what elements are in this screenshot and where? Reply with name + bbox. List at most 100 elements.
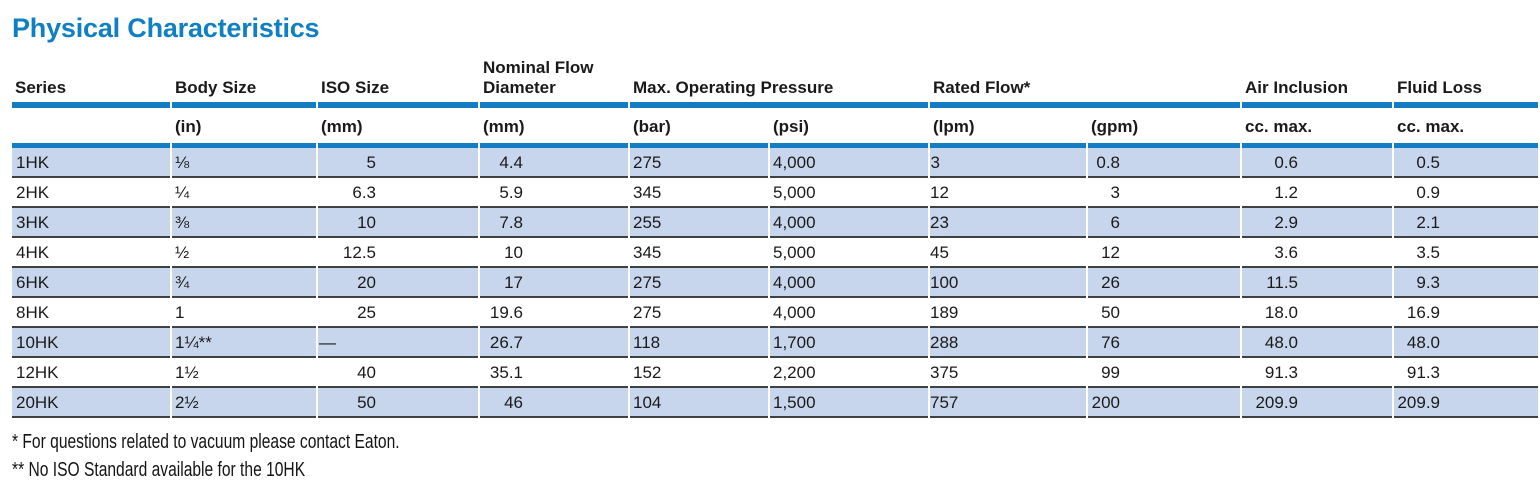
unit-header: (lpm) <box>930 108 1086 148</box>
cell: 10 <box>318 208 478 238</box>
table-row: 10HK 1¼** —26.7 118 1,700 288 76 48.0 48.0 <box>12 328 1539 358</box>
cell: 3 <box>1088 178 1241 208</box>
cell: 25 <box>318 298 478 328</box>
footnotes: * For questions related to vacuum please… <box>12 428 1540 484</box>
cell: 35.1 <box>480 358 628 388</box>
cell: 200 <box>1088 388 1241 418</box>
cell: 2½ <box>172 388 316 418</box>
cell: 2,200 <box>770 358 928 388</box>
table-row: 20HK 2½ 50 46 104 1,500 757 200 209.9 209.9 <box>12 388 1539 418</box>
cell: ⅜ <box>172 208 316 238</box>
cell: 99 <box>1088 358 1241 388</box>
column-header: Max. Operating Pressure <box>630 58 928 108</box>
footnote-iso: ** No ISO Standard available for the 10H… <box>12 459 306 481</box>
cell: 50 <box>1088 298 1241 328</box>
cell: 1,500 <box>770 388 928 418</box>
cell: 4,000 <box>770 298 928 328</box>
cell: 2.1 <box>1394 208 1539 238</box>
cell: 2.9 <box>1242 208 1393 238</box>
cell: 4,000 <box>770 208 928 238</box>
cell: 255 <box>630 208 768 238</box>
column-header: Body Size <box>172 58 316 108</box>
unit-header: cc. max. <box>1394 108 1539 148</box>
cell: 3.5 <box>1394 238 1539 268</box>
cell: 1,700 <box>770 328 928 358</box>
cell: 100 <box>930 268 1086 298</box>
cell: 1 <box>172 298 316 328</box>
cell: 6.3 <box>318 178 478 208</box>
cell: 9.3 <box>1394 268 1539 298</box>
table-row: 12HK 1½ 40 35.1 152 2,200 375 99 91.3 91.3 <box>12 358 1539 388</box>
unit-header: (mm) <box>318 108 478 148</box>
cell: 3HK <box>12 208 170 238</box>
cell: 0.6 <box>1242 148 1393 178</box>
header-group-row: Series Body Size ISO Size Nominal Flow Diam… <box>12 58 1539 108</box>
unit-header: cc. max. <box>1242 108 1393 148</box>
table-row: 4HK ½ 12.5 10 345 5,000 45 12 3.6 3.5 <box>12 238 1539 268</box>
column-header: Air Inclusion <box>1242 58 1393 108</box>
cell: 1.2 <box>1242 178 1393 208</box>
cell: 19.6 <box>480 298 628 328</box>
cell: 4.4 <box>480 148 628 178</box>
unit-header: (mm) <box>480 108 628 148</box>
cell: 189 <box>930 298 1086 328</box>
cell: 23 <box>930 208 1086 238</box>
cell: 12 <box>930 178 1086 208</box>
cell: 50 <box>318 388 478 418</box>
cell: 4,000 <box>770 268 928 298</box>
cell: 11.5 <box>1242 268 1393 298</box>
table-row: 6HK ¾ 20 17 275 4,000 100 26 11.5 9.3 <box>12 268 1539 298</box>
cell: 20 <box>318 268 478 298</box>
cell: 48.0 <box>1394 328 1539 358</box>
cell: 16.9 <box>1394 298 1539 328</box>
cell: 209.9 <box>1394 388 1539 418</box>
cell: 152 <box>630 358 768 388</box>
cell: 345 <box>630 178 768 208</box>
cell: 5,000 <box>770 238 928 268</box>
cell: ¾ <box>172 268 316 298</box>
cell: 1½ <box>172 358 316 388</box>
cell: 17 <box>480 268 628 298</box>
cell: 7.8 <box>480 208 628 238</box>
unit-header: (bar) <box>630 108 768 148</box>
physical-characteristics-table: Series Body Size ISO Size Nominal Flow Diam… <box>10 58 1540 418</box>
cell: 1HK <box>12 148 170 178</box>
cell: 2HK <box>12 178 170 208</box>
cell: — <box>318 328 478 358</box>
cell: 46 <box>480 388 628 418</box>
column-header: Rated Flow* <box>930 58 1241 108</box>
cell: 3 <box>930 148 1086 178</box>
cell: 275 <box>630 268 768 298</box>
unit-header: (in) <box>172 108 316 148</box>
cell: ⅛ <box>172 148 316 178</box>
cell: 1¼** <box>172 328 316 358</box>
page-title: Physical Characteristics <box>12 13 320 43</box>
cell: 6HK <box>12 268 170 298</box>
units-row: (in) (mm) (mm) (bar) (psi) (lpm) (gpm) cc. max.… <box>12 108 1539 148</box>
cell: 45 <box>930 238 1086 268</box>
cell: 0.8 <box>1088 148 1241 178</box>
cell: 3.6 <box>1242 238 1393 268</box>
cell: ¼ <box>172 178 316 208</box>
cell: 275 <box>630 148 768 178</box>
cell: 4,000 <box>770 148 928 178</box>
cell: 4HK <box>12 238 170 268</box>
table-body: 1HK ⅛ 5 4.4 275 4,000 3 0.8 0.6 0.5 2HK ¼ 6.3 5.9 345 5… <box>12 148 1539 418</box>
cell: 76 <box>1088 328 1241 358</box>
table-row: 8HK 1 25 19.6 275 4,000 189 50 18.0 16.9 <box>12 298 1539 328</box>
table-row: 2HK ¼ 6.3 5.9 345 5,000 12 3 1.2 0.9 <box>12 178 1539 208</box>
cell: 40 <box>318 358 478 388</box>
table-row: 1HK ⅛ 5 4.4 275 4,000 3 0.8 0.6 0.5 <box>12 148 1539 178</box>
column-header: Fluid Loss <box>1394 58 1539 108</box>
column-header: Series <box>12 58 170 108</box>
cell: ½ <box>172 238 316 268</box>
cell: 5,000 <box>770 178 928 208</box>
cell: 5 <box>318 148 478 178</box>
cell: 10HK <box>12 328 170 358</box>
cell: 26.7 <box>480 328 628 358</box>
cell: 20HK <box>12 388 170 418</box>
cell: 288 <box>930 328 1086 358</box>
footnote-vacuum: * For questions related to vacuum please… <box>12 431 400 453</box>
cell: 118 <box>630 328 768 358</box>
cell: 12.5 <box>318 238 478 268</box>
